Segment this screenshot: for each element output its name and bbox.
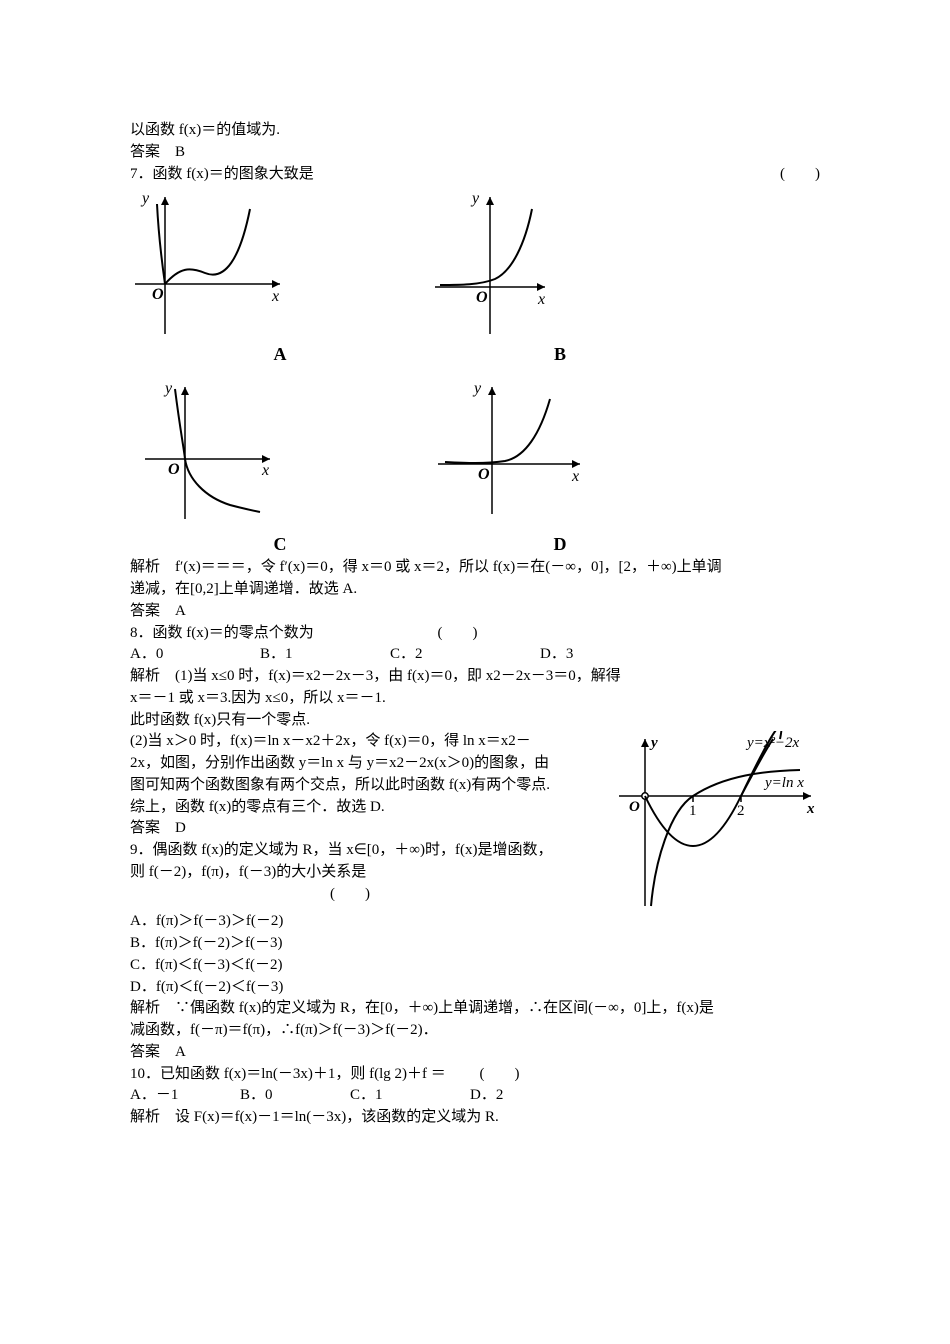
q9-paren: ( ) <box>330 886 370 902</box>
svg-text:y: y <box>472 380 482 397</box>
svg-text:y: y <box>140 190 150 207</box>
q8-expl-2: x＝－1 或 x＝3.因为 x≤0，所以 x＝－1. <box>130 688 820 710</box>
svg-text:y: y <box>649 735 658 751</box>
svg-text:1: 1 <box>689 803 697 819</box>
svg-text:y=ln x: y=ln x <box>763 775 804 791</box>
q7-expl-2: 递减，在[0,2]上单调递增．故选 A. <box>130 579 820 601</box>
q9-opt-a: A．f(π)＞f(－3)＞f(－2) <box>130 911 820 933</box>
q7-graph-a-cell: y x O A <box>130 189 430 367</box>
svg-text:O: O <box>629 799 640 815</box>
q10-opt-a: A．－1 <box>130 1085 240 1107</box>
q7-label-d: D <box>430 531 690 557</box>
q7-graph-row-1: y x O A y x O B <box>130 189 820 367</box>
svg-text:x: x <box>537 291 545 308</box>
q10-expl-1: 解析 设 F(x)＝f(x)－1＝ln(－3x)，该函数的定义域为 R. <box>130 1107 820 1129</box>
svg-text:y=x²−2x: y=x²−2x <box>745 735 800 751</box>
q9-expl-1: 解析 ∵偶函数 f(x)的定义域为 R，在[0，＋∞)上单调递增，∴在区间(－∞… <box>130 998 820 1020</box>
q7-paren: ( ) <box>780 164 820 186</box>
q9-opt-d: D．f(π)＜f(－2)＜f(－3) <box>130 977 820 999</box>
q8-figure-svg: y x O 1 2 y=x²−2x y=ln x <box>615 731 820 911</box>
q7-graph-b-cell: y x O B <box>430 189 690 367</box>
svg-text:O: O <box>476 289 488 306</box>
q7-graph-b: y x O <box>430 189 590 339</box>
q10-stem-text: 10．已知函数 f(x)＝ln(－3x)＋1，则 f(lg 2)＋f ＝ <box>130 1066 446 1082</box>
q7-expl-1: 解析 f′(x)＝＝＝，令 f′(x)＝0，得 x＝0 或 x＝2，所以 f(x… <box>130 557 820 579</box>
q7-graph-c-cell: y x O C <box>130 379 430 557</box>
q10-stem: 10．已知函数 f(x)＝ln(－3x)＋1，则 f(lg 2)＋f ＝ ( ) <box>130 1064 820 1086</box>
q7-graph-c: y x O <box>130 379 310 529</box>
q10-paren: ( ) <box>480 1066 520 1082</box>
q9-opt-c: C．f(π)＜f(－3)＜f(－2) <box>130 955 820 977</box>
svg-text:O: O <box>168 461 180 478</box>
svg-text:O: O <box>152 286 164 303</box>
svg-text:x: x <box>806 801 815 817</box>
intro-answer: 答案 B <box>130 142 820 164</box>
q7-graph-row-2: y x O C y x O D <box>130 379 820 557</box>
q7-label-b: B <box>430 341 690 367</box>
q7-graph-d: y x O <box>430 379 610 529</box>
q8-opt-c: C．2 <box>390 644 540 666</box>
q9-expl-2: 减函数，f(－π)＝f(π)，∴f(π)＞f(－3)＞f(－2)． <box>130 1020 820 1042</box>
q7-answer: 答案 A <box>130 601 820 623</box>
q10-options: A．－1 B．0 C．1 D．2 <box>130 1085 820 1107</box>
intro-line-1: 以函数 f(x)＝的值域为. <box>130 120 820 142</box>
svg-text:O: O <box>478 466 490 483</box>
svg-text:y: y <box>470 190 480 207</box>
q7-stem: 7．函数 f(x)＝的图象大致是 ( ) <box>130 164 820 186</box>
q8-stem: 8．函数 f(x)＝的零点个数为 ( ) <box>130 623 820 645</box>
q8-opt-b: B．1 <box>260 644 390 666</box>
q7-stem-text: 7．函数 f(x)＝的图象大致是 <box>130 166 314 182</box>
svg-text:x: x <box>261 462 269 479</box>
q7-graph-a: y x O <box>130 189 290 339</box>
q8-figure: y x O 1 2 y=x²−2x y=ln x <box>615 731 820 911</box>
q10-opt-c: C．1 <box>350 1085 470 1107</box>
svg-text:2: 2 <box>737 803 745 819</box>
q10-opt-b: B．0 <box>240 1085 350 1107</box>
q7-graph-d-cell: y x O D <box>430 379 690 557</box>
q8-stem-text: 8．函数 f(x)＝的零点个数为 <box>130 625 314 641</box>
q8-expl-3: 此时函数 f(x)只有一个零点. <box>130 710 820 732</box>
q9-answer: 答案 A <box>130 1042 820 1064</box>
q7-label-a: A <box>130 341 430 367</box>
q9-opt-b: B．f(π)＞f(－2)＞f(－3) <box>130 933 820 955</box>
svg-text:x: x <box>571 468 579 485</box>
q7-label-c: C <box>130 531 430 557</box>
q10-opt-d: D．2 <box>470 1085 550 1107</box>
q8-expl-1: 解析 (1)当 x≤0 时，f(x)＝x2－2x－3，由 f(x)＝0，即 x2… <box>130 666 820 688</box>
svg-text:x: x <box>271 288 279 305</box>
q8-paren: ( ) <box>438 625 478 641</box>
q8-options: A．0 B．1 C．2 D．3 <box>130 644 820 666</box>
svg-text:y: y <box>163 380 173 397</box>
q8-opt-a: A．0 <box>130 644 260 666</box>
q8-opt-d: D．3 <box>540 644 620 666</box>
